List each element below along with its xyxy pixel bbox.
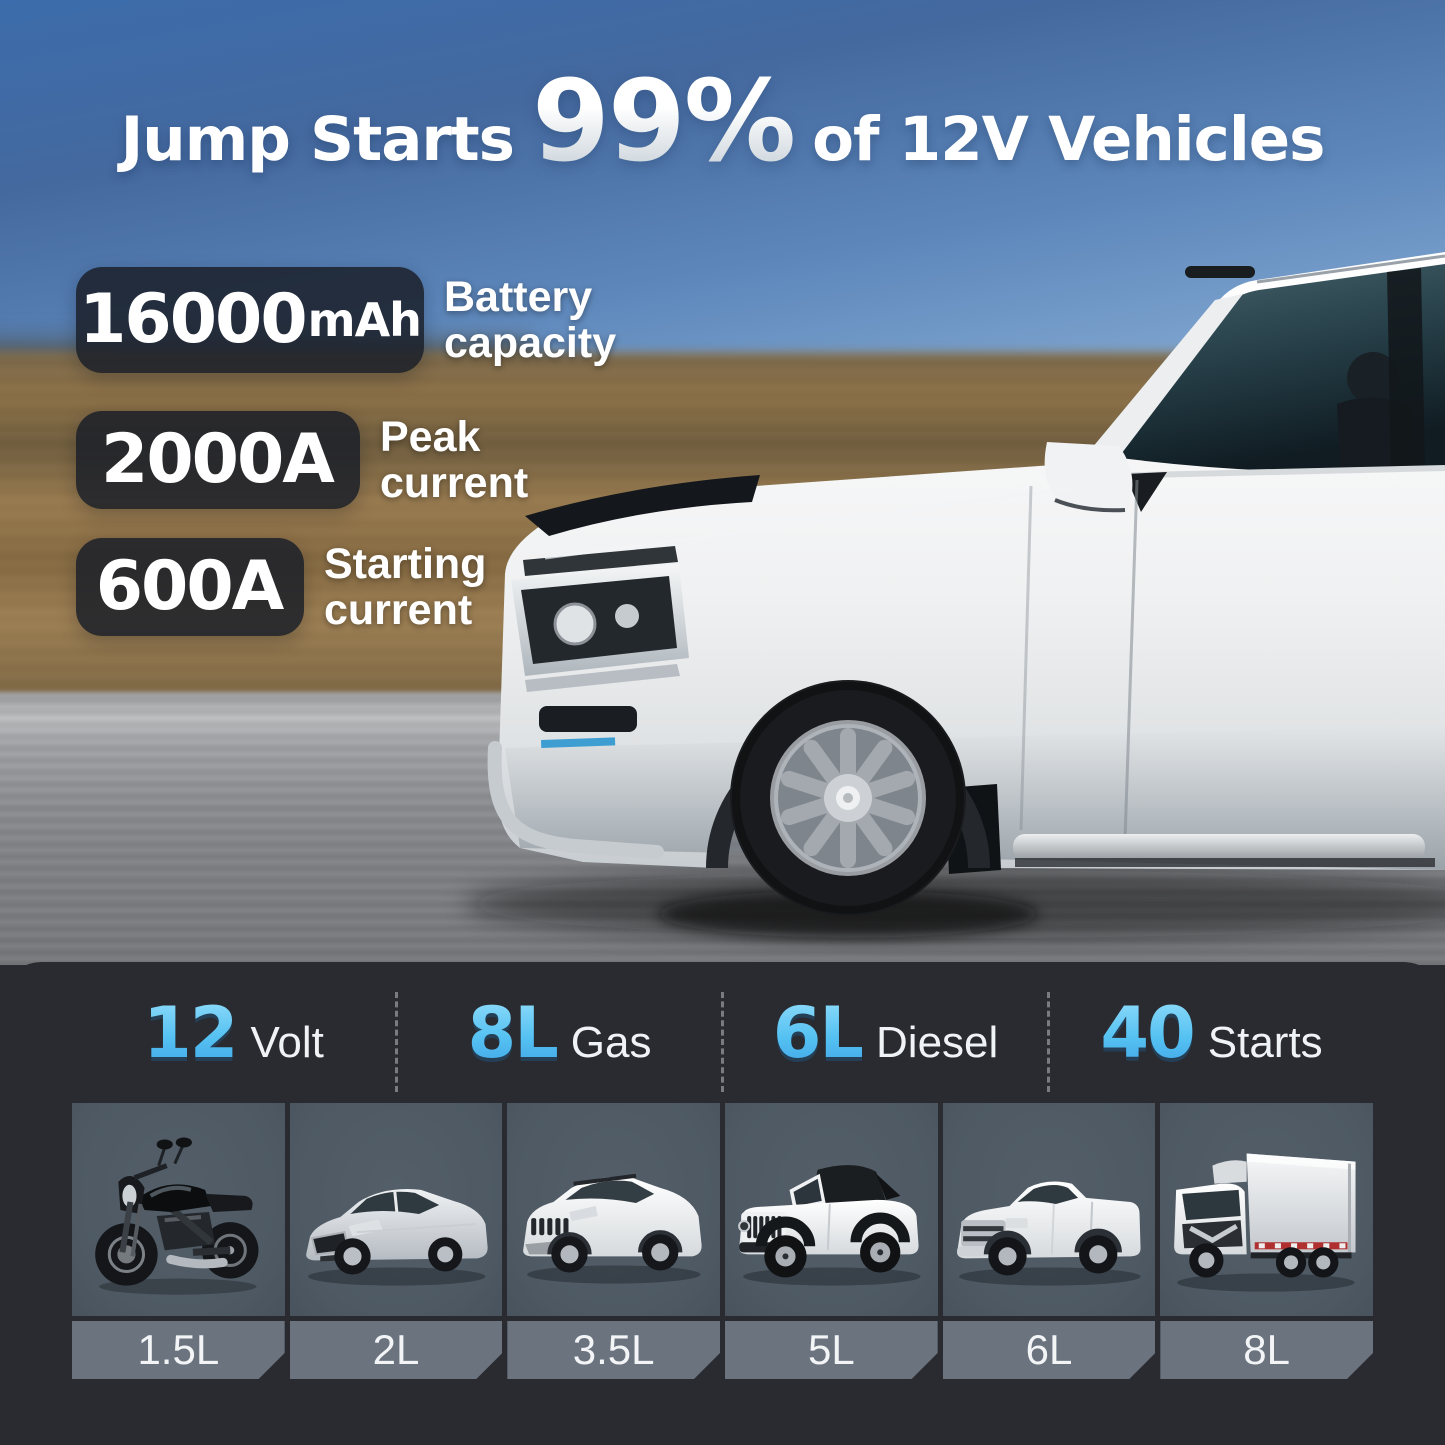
peak-current-value: 2000A bbox=[101, 420, 335, 499]
vehicle-cell-motorcycle bbox=[72, 1103, 285, 1316]
label-line: Starting bbox=[324, 539, 487, 588]
engine-size-label-box-truck: 8L bbox=[1160, 1321, 1373, 1379]
compact-suv-image bbox=[523, 1173, 702, 1284]
stat-volt-label: Volt bbox=[250, 1018, 324, 1067]
stat-gas-value: 8L bbox=[467, 992, 558, 1074]
spec-battery-capacity: 16000 mAh Battery capacity bbox=[76, 267, 616, 373]
stat-starts-label: Starts bbox=[1207, 1018, 1323, 1067]
stat-starts-value: 40 bbox=[1100, 992, 1195, 1074]
label-line: Peak bbox=[380, 412, 481, 461]
headline-prefix: Jump Starts bbox=[120, 104, 515, 175]
stat-volt: 12 Volt bbox=[72, 992, 398, 1092]
engine-size-label-sedan: 2L bbox=[290, 1321, 503, 1379]
stat-gas: 8L Gas bbox=[398, 992, 724, 1092]
vehicle-cell-sedan bbox=[289, 1103, 503, 1316]
headline: Jump Starts 99% of 12V Vehicles bbox=[0, 57, 1445, 187]
headline-suffix: of 12V Vehicles bbox=[812, 104, 1325, 175]
starting-current-value: 600A bbox=[95, 547, 285, 626]
hero-photo: Jump Starts 99% of 12V Vehicles 16000 mA… bbox=[0, 0, 1445, 965]
suv-photo bbox=[465, 252, 1445, 938]
sedan-image bbox=[305, 1189, 488, 1286]
starting-current-badge: 600A bbox=[76, 538, 304, 636]
stat-diesel-value: 6L bbox=[772, 992, 864, 1074]
engine-size-label-compact-suv: 3.5L bbox=[507, 1321, 720, 1379]
capability-panel: 12 Volt 8L Gas 6L Diesel 40 Starts bbox=[0, 962, 1445, 1445]
box-truck-image bbox=[1174, 1153, 1356, 1292]
battery-capacity-value: 16000 bbox=[79, 280, 308, 359]
engine-size-row: 1.5L 2L 3.5L 5L 6L 8L bbox=[72, 1321, 1373, 1379]
label-line: current bbox=[324, 586, 473, 634]
engine-size-label-motorcycle: 1.5L bbox=[72, 1321, 285, 1379]
vehicle-cell-pickup bbox=[942, 1103, 1156, 1316]
stat-diesel-label: Diesel bbox=[876, 1018, 999, 1067]
stat-starts: 40 Starts bbox=[1050, 992, 1373, 1092]
label-line: current bbox=[380, 459, 529, 507]
spec-starting-current: 600A Starting current bbox=[76, 538, 486, 636]
engine-size-label-jeep: 5L bbox=[725, 1321, 938, 1379]
vehicle-row bbox=[72, 1103, 1373, 1316]
starting-current-label: Starting current bbox=[324, 539, 487, 634]
vehicle-cell-jeep bbox=[725, 1103, 938, 1316]
engine-size-label-pickup: 6L bbox=[943, 1321, 1156, 1379]
stat-gas-label: Gas bbox=[570, 1018, 652, 1067]
label-line: capacity bbox=[444, 319, 617, 367]
pickup-truck-image bbox=[956, 1181, 1141, 1286]
spec-peak-current: 2000A Peak current bbox=[76, 411, 528, 509]
stat-diesel: 6L Diesel bbox=[724, 992, 1050, 1092]
vehicle-cell-box-truck bbox=[1160, 1103, 1373, 1316]
headline-highlight: 99% bbox=[531, 57, 796, 187]
jeep-image bbox=[738, 1165, 921, 1286]
motorcycle-image bbox=[95, 1137, 259, 1295]
stat-volt-value: 12 bbox=[143, 992, 238, 1074]
label-line: Battery bbox=[444, 272, 593, 321]
stats-row: 12 Volt 8L Gas 6L Diesel 40 Starts bbox=[72, 992, 1373, 1092]
peak-current-badge: 2000A bbox=[76, 411, 360, 509]
battery-capacity-unit: mAh bbox=[307, 293, 422, 347]
battery-capacity-badge: 16000 mAh bbox=[76, 267, 424, 373]
vehicle-cell-compact-suv bbox=[507, 1103, 720, 1316]
battery-capacity-label: Battery capacity bbox=[444, 272, 617, 367]
peak-current-label: Peak current bbox=[380, 412, 529, 507]
